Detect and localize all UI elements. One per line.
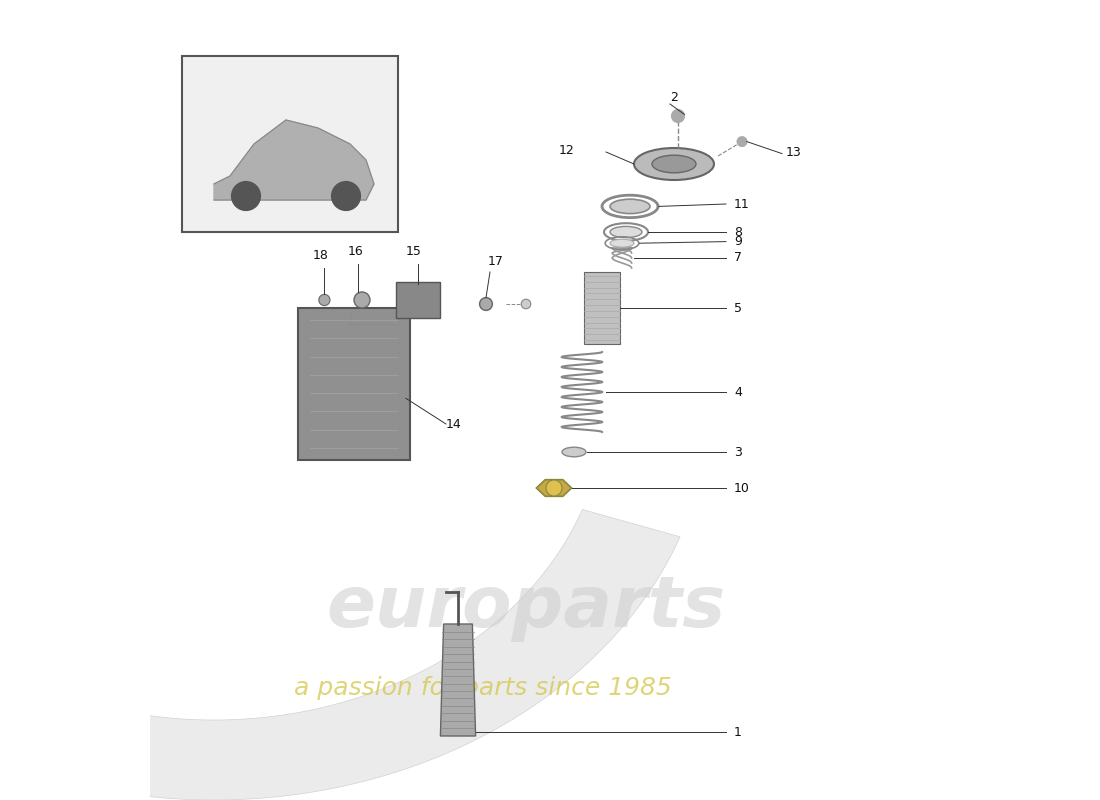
Polygon shape	[0, 510, 680, 800]
Text: 10: 10	[734, 482, 750, 494]
Text: 12: 12	[558, 144, 574, 157]
Text: 13: 13	[786, 146, 802, 158]
Ellipse shape	[610, 199, 650, 214]
Text: 2: 2	[670, 91, 678, 104]
Text: 15: 15	[406, 246, 422, 258]
Text: 18: 18	[312, 250, 328, 262]
Circle shape	[521, 299, 531, 309]
Circle shape	[354, 292, 370, 308]
Text: 7: 7	[734, 251, 742, 264]
FancyBboxPatch shape	[396, 282, 440, 318]
Circle shape	[319, 294, 330, 306]
Text: 17: 17	[487, 255, 504, 268]
Ellipse shape	[562, 447, 586, 457]
Ellipse shape	[634, 148, 714, 180]
Circle shape	[480, 298, 493, 310]
Text: 5: 5	[734, 302, 742, 314]
Ellipse shape	[652, 155, 696, 173]
Text: 14: 14	[446, 418, 462, 430]
Ellipse shape	[610, 226, 642, 238]
Text: 16: 16	[348, 246, 363, 258]
Circle shape	[672, 110, 684, 122]
Circle shape	[331, 182, 361, 210]
Circle shape	[232, 182, 261, 210]
Text: 9: 9	[734, 235, 741, 248]
Text: a passion for parts since 1985: a passion for parts since 1985	[294, 676, 672, 700]
Text: 11: 11	[734, 198, 750, 210]
Text: 1: 1	[734, 726, 741, 738]
Ellipse shape	[610, 239, 634, 247]
Polygon shape	[537, 480, 572, 496]
FancyBboxPatch shape	[298, 308, 410, 460]
Circle shape	[737, 137, 747, 146]
Polygon shape	[440, 624, 475, 736]
Text: 3: 3	[734, 446, 741, 458]
Text: europarts: europarts	[326, 574, 725, 642]
Polygon shape	[584, 272, 619, 344]
FancyBboxPatch shape	[182, 56, 398, 232]
Text: 4: 4	[734, 386, 741, 398]
Polygon shape	[214, 120, 374, 200]
Circle shape	[546, 480, 562, 496]
Text: 8: 8	[734, 226, 742, 238]
